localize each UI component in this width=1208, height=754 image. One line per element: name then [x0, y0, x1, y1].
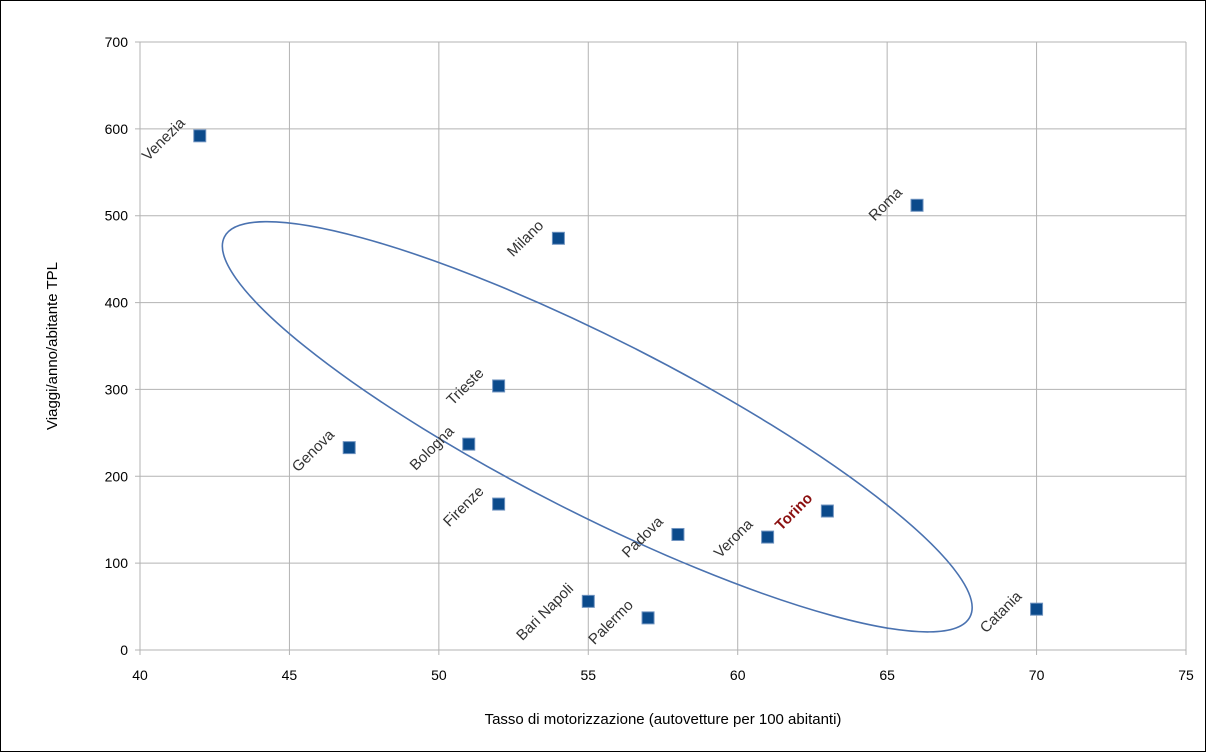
x-tick-label-50: 50 — [431, 667, 447, 683]
point-firenze — [492, 497, 506, 511]
point-padova — [671, 527, 685, 541]
x-axis-title: Tasso di motorizzazione (autovetture per… — [485, 711, 842, 728]
x-tick-label-65: 65 — [879, 667, 895, 683]
cluster-ellipse — [221, 220, 973, 633]
x-tick-label-75: 75 — [1178, 667, 1194, 683]
x-tick-label-70: 70 — [1029, 667, 1045, 683]
y-tick-label-100: 100 — [105, 555, 129, 571]
point-roma — [910, 198, 924, 212]
point-genova — [342, 441, 356, 455]
x-tick-label-40: 40 — [132, 667, 148, 683]
point-label-trieste: Trieste — [443, 365, 487, 409]
y-tick-label-700: 700 — [105, 34, 129, 50]
y-tick-label-0: 0 — [120, 642, 128, 658]
x-tick-label-45: 45 — [282, 667, 298, 683]
point-milano — [551, 231, 565, 245]
tick-labels: 40 45 50 55 60 65 70 75 0 100 200 300 400 500 600 700 — [105, 34, 1194, 683]
y-tick-label-500: 500 — [105, 208, 129, 224]
point-label-genova: Genova — [289, 426, 339, 476]
y-tick-label-400: 400 — [105, 295, 129, 311]
point-label-bologna: Bologna — [407, 423, 458, 474]
data-points — [193, 129, 1044, 625]
gridlines — [135, 41, 1187, 655]
point-trieste — [492, 379, 506, 393]
point-label-venezia: Venezia — [139, 114, 189, 164]
point-verona — [761, 530, 775, 544]
point-label-roma: Roma — [866, 184, 907, 225]
point-label-firenze: Firenze — [440, 483, 487, 530]
point-catania — [1030, 602, 1044, 616]
x-tick-label-55: 55 — [580, 667, 596, 683]
y-tick-label-600: 600 — [105, 121, 129, 137]
y-tick-label-200: 200 — [105, 468, 129, 484]
point-venezia — [193, 129, 207, 143]
x-tick-label-60: 60 — [730, 667, 746, 683]
point-labels: Venezia Roma Milano Trieste Genova Bologna Fir… — [139, 114, 1026, 648]
point-bologna — [462, 437, 476, 451]
point-label-bari-napoli: Bari Napoli — [513, 580, 577, 644]
point-label-verona: Verona — [711, 515, 757, 561]
point-label-catania: Catania — [977, 588, 1026, 637]
point-label-milano: Milano — [504, 217, 547, 260]
point-label-torino: Torino — [772, 490, 816, 534]
point-torino — [820, 504, 834, 518]
point-bari-napoli — [581, 594, 595, 608]
y-axis-title: Viaggi/anno/abitante TPL — [44, 262, 61, 430]
point-palermo — [641, 611, 655, 625]
y-tick-label-300: 300 — [105, 381, 129, 397]
